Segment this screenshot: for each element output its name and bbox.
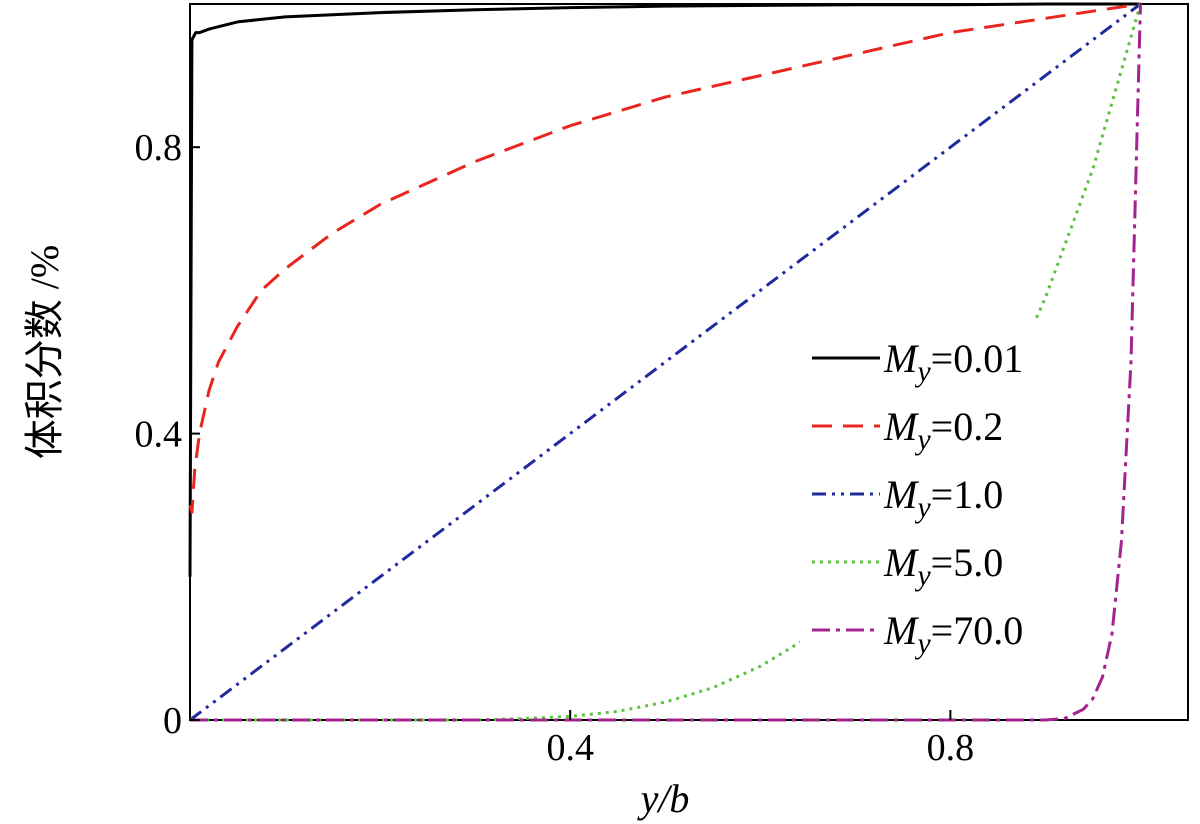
legend-symbol: M — [883, 336, 920, 381]
legend-value: =1.0 — [931, 472, 1004, 517]
legend-label-3: My=5.0 — [883, 540, 1003, 592]
series-line-2 — [189, 2, 1142, 722]
series-line-0 — [188, 2, 1141, 577]
legend-value: =5.0 — [931, 540, 1004, 585]
y-tick-label: 0 — [163, 700, 182, 742]
y-tick-label: 0.8 — [135, 127, 183, 169]
legend-subscript: y — [914, 355, 931, 388]
legend-label-2: My=1.0 — [883, 472, 1003, 524]
legend-symbol: M — [883, 540, 920, 585]
legend-value: =0.01 — [931, 336, 1024, 381]
legend-symbol: M — [883, 608, 920, 653]
x-axis-title: y/b — [637, 776, 690, 821]
legend-symbol: M — [883, 472, 920, 517]
series-line-4 — [190, 3, 1142, 722]
legend-label-0: My=0.01 — [883, 336, 1023, 388]
legend-value: =70.0 — [931, 608, 1024, 653]
legend-value: =0.2 — [931, 404, 1004, 449]
legend-subscript: y — [914, 627, 931, 660]
legend-subscript: y — [914, 423, 931, 456]
legend-label-1: My=0.2 — [883, 404, 1003, 456]
x-tick-label: 0.8 — [927, 727, 975, 769]
legend-background — [800, 320, 1085, 660]
ticks-layer: 0.4 0.8 0 0.4 0.8 — [135, 127, 975, 769]
legend-symbol: M — [883, 404, 920, 449]
x-tick-label: 0.4 — [546, 727, 594, 769]
legend-subscript: y — [914, 559, 931, 592]
legend-subscript: y — [914, 491, 931, 524]
y-tick-label: 0.4 — [135, 414, 183, 456]
y-axis-title: 体积分数 /% — [22, 245, 67, 459]
legend-label-4: My=70.0 — [883, 608, 1023, 660]
